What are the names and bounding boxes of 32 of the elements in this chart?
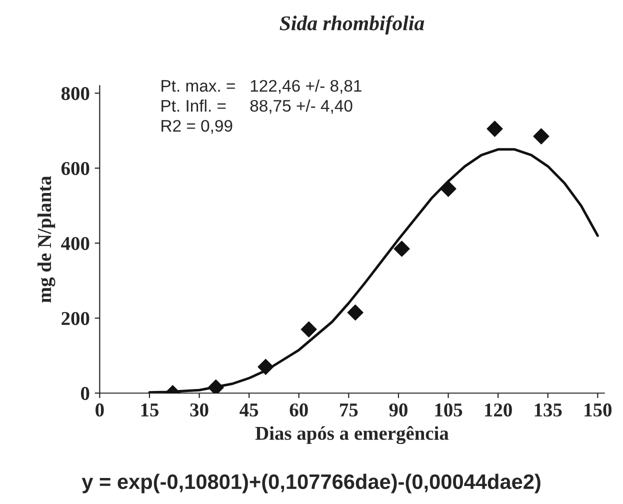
x-tick-label: 120: [485, 403, 512, 417]
point: [440, 180, 456, 197]
y-tick-label: 800: [61, 86, 90, 100]
x-tick-label: 105: [435, 403, 462, 417]
point: [347, 304, 364, 321]
x-tick-label: 15: [141, 404, 158, 417]
x-tick-label: 150: [584, 403, 612, 417]
point: [258, 358, 274, 375]
point: [533, 128, 550, 144]
x-tick-label: 75: [340, 404, 358, 417]
y-tick-label: 600: [61, 162, 90, 176]
y-tick-label: 200: [62, 312, 90, 326]
y-tick-label: 0: [80, 386, 90, 400]
y-axis-title: mg de N/planta: [37, 176, 56, 303]
x-axis-title: Dias após a emergência: [255, 426, 449, 444]
point: [208, 379, 224, 394]
x-tick-label: 135: [534, 403, 562, 417]
y-tick-label: 400: [61, 236, 90, 250]
annotation: R2 = 0,99: [162, 120, 232, 134]
x-tick-label: 90: [389, 403, 408, 417]
annotation: Pt. max. = 122,46 +/- 8,81: [162, 80, 362, 94]
x-tick-label: 60: [290, 403, 308, 417]
x-tick-label: 0: [96, 403, 104, 417]
x-tick-label: 45: [240, 404, 258, 417]
line-series: [148, 148, 599, 394]
point: [300, 321, 317, 338]
chart-title: Sida rhombifolia: [280, 15, 424, 35]
annotation: Pt. Infl. = 88,75 +/- 4,40: [162, 100, 352, 114]
x-tick-label: 30: [190, 403, 208, 417]
point: [486, 120, 503, 137]
point: [394, 240, 410, 257]
text: y = exp(-0,10801)+(0,107766dae)-(0,00044dae2): [82, 474, 540, 494]
